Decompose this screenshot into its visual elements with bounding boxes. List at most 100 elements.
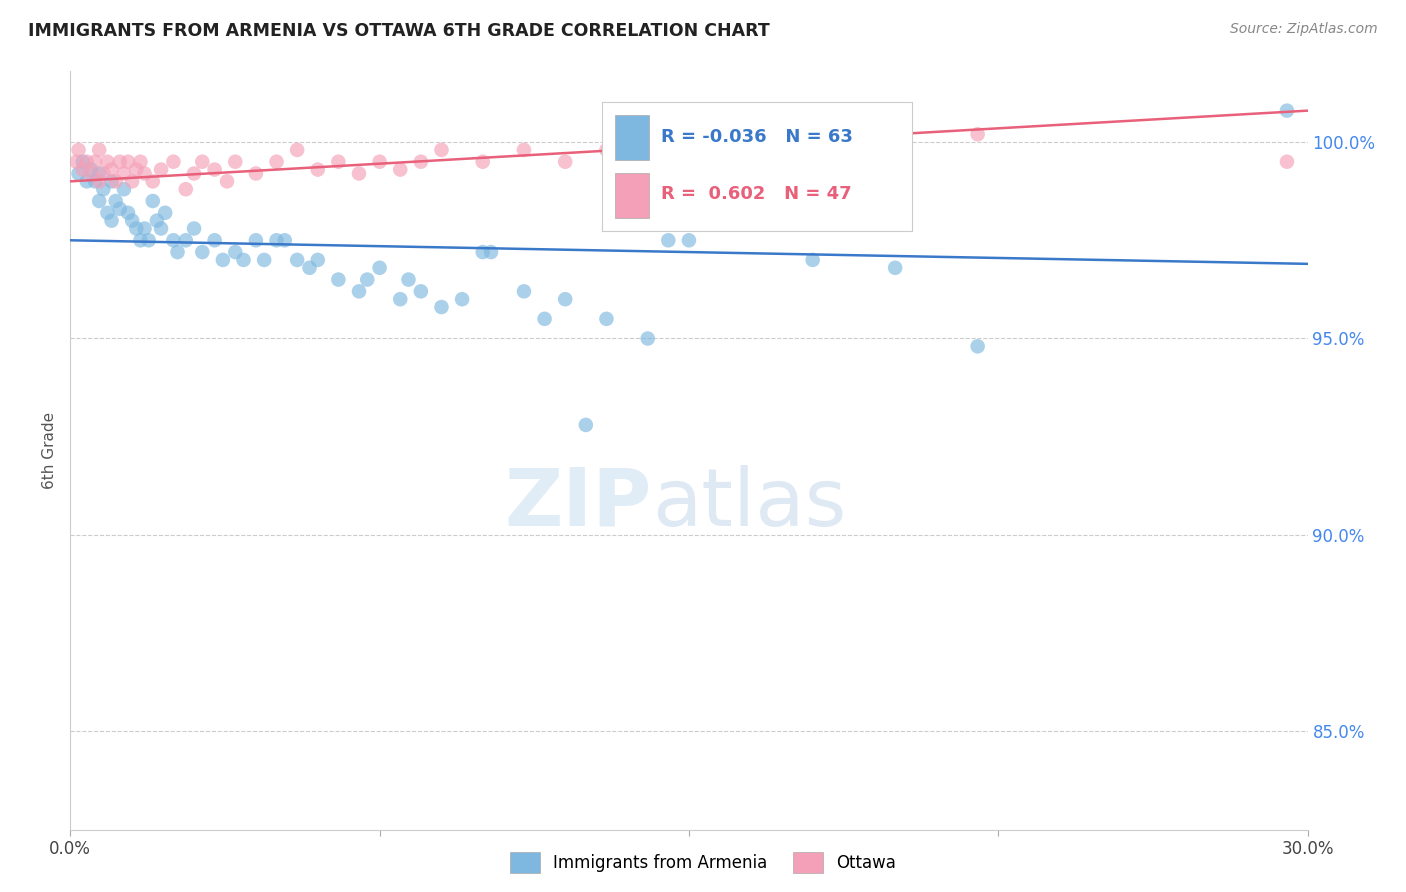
Point bbox=[513, 285, 536, 299]
Point bbox=[129, 233, 152, 247]
Point bbox=[409, 285, 432, 299]
Point bbox=[554, 154, 576, 169]
Point bbox=[134, 221, 156, 235]
Point bbox=[307, 252, 329, 267]
Point bbox=[65, 154, 87, 169]
Point bbox=[89, 194, 111, 208]
Point bbox=[134, 167, 156, 181]
Point bbox=[104, 174, 127, 188]
Point bbox=[117, 154, 139, 169]
Legend: Immigrants from Armenia, Ottawa: Immigrants from Armenia, Ottawa bbox=[503, 846, 903, 880]
Point bbox=[89, 143, 111, 157]
Text: atlas: atlas bbox=[652, 465, 846, 542]
Text: IMMIGRANTS FROM ARMENIA VS OTTAWA 6TH GRADE CORRELATION CHART: IMMIGRANTS FROM ARMENIA VS OTTAWA 6TH GR… bbox=[28, 22, 770, 40]
Point bbox=[153, 206, 176, 220]
Point bbox=[513, 143, 536, 157]
Point bbox=[84, 174, 107, 188]
Point bbox=[89, 167, 111, 181]
Point bbox=[266, 154, 288, 169]
Point bbox=[108, 202, 131, 216]
Point bbox=[368, 154, 391, 169]
Point bbox=[347, 285, 370, 299]
Point bbox=[224, 154, 246, 169]
Point bbox=[72, 162, 94, 177]
Point bbox=[232, 252, 254, 267]
Point bbox=[533, 311, 555, 326]
Point bbox=[191, 245, 214, 260]
Text: Source: ZipAtlas.com: Source: ZipAtlas.com bbox=[1230, 22, 1378, 37]
Point bbox=[1275, 154, 1298, 169]
Point bbox=[471, 154, 494, 169]
Point bbox=[91, 182, 114, 196]
Point bbox=[285, 252, 308, 267]
Point bbox=[451, 292, 474, 306]
Point bbox=[100, 213, 122, 227]
Point bbox=[121, 213, 143, 227]
Point bbox=[554, 292, 576, 306]
Point bbox=[595, 311, 617, 326]
Point bbox=[212, 252, 235, 267]
Point bbox=[121, 174, 143, 188]
Point bbox=[215, 174, 238, 188]
Point bbox=[204, 233, 226, 247]
Point bbox=[72, 154, 94, 169]
Point bbox=[162, 154, 184, 169]
Point bbox=[801, 252, 824, 267]
Point bbox=[142, 194, 165, 208]
Point bbox=[174, 233, 197, 247]
Point bbox=[430, 300, 453, 314]
Y-axis label: 6th Grade: 6th Grade bbox=[42, 412, 58, 489]
Point bbox=[76, 154, 98, 169]
Point bbox=[356, 272, 378, 286]
Point bbox=[966, 339, 988, 353]
Point bbox=[842, 115, 865, 129]
Point bbox=[125, 162, 148, 177]
Point bbox=[471, 245, 494, 260]
Point bbox=[112, 167, 135, 181]
Point bbox=[166, 245, 188, 260]
Point bbox=[266, 233, 288, 247]
Point bbox=[307, 162, 329, 177]
Point bbox=[575, 417, 598, 432]
Point bbox=[146, 213, 169, 227]
Point bbox=[657, 233, 679, 247]
Point bbox=[595, 143, 617, 157]
Point bbox=[389, 162, 412, 177]
Point bbox=[89, 174, 111, 188]
Point bbox=[117, 206, 139, 220]
Point bbox=[224, 245, 246, 260]
Point bbox=[150, 221, 173, 235]
Point bbox=[150, 162, 173, 177]
Point bbox=[112, 182, 135, 196]
Text: ZIP: ZIP bbox=[505, 465, 652, 542]
Point bbox=[104, 194, 127, 208]
Point bbox=[398, 272, 420, 286]
Point bbox=[253, 252, 276, 267]
Point bbox=[368, 260, 391, 275]
Point bbox=[389, 292, 412, 306]
Point bbox=[637, 331, 659, 345]
Point bbox=[245, 233, 267, 247]
Point bbox=[80, 167, 103, 181]
Point bbox=[718, 127, 741, 141]
Point bbox=[67, 167, 90, 181]
Point bbox=[138, 233, 160, 247]
Point bbox=[966, 127, 988, 141]
Point bbox=[285, 143, 308, 157]
Point bbox=[96, 154, 118, 169]
Point bbox=[204, 162, 226, 177]
Point bbox=[125, 221, 148, 235]
Point bbox=[108, 154, 131, 169]
Point bbox=[174, 182, 197, 196]
Point bbox=[183, 221, 205, 235]
Point bbox=[409, 154, 432, 169]
Point bbox=[678, 233, 700, 247]
Point bbox=[129, 154, 152, 169]
Point bbox=[884, 260, 907, 275]
Point bbox=[191, 154, 214, 169]
Point bbox=[298, 260, 321, 275]
Point bbox=[67, 143, 90, 157]
Point bbox=[100, 174, 122, 188]
Point bbox=[245, 167, 267, 181]
Point bbox=[637, 127, 659, 141]
